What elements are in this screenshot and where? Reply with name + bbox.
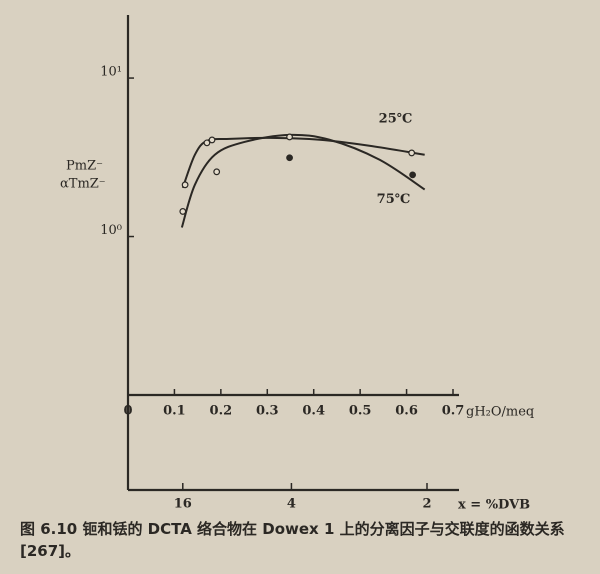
data-point (286, 133, 293, 141)
x2-tick-label: 2 (422, 497, 431, 512)
y-axis-label: PmZ⁻ (66, 159, 103, 174)
x-tick-label: 0.5 (349, 404, 372, 419)
x2-tick-label: 16 (174, 497, 192, 512)
caption-box: 图 6.10 钷和铥的 DCTA 络合物在 Dowex 1 上的分离因子与交联度… (20, 520, 565, 560)
y-axis-label: αTmZ⁻ (60, 177, 106, 192)
x-tick-label: 0.3 (256, 404, 279, 419)
curve (181, 136, 425, 189)
x-tick-label: 0.4 (302, 404, 325, 419)
x-tick-label: 0.6 (395, 404, 418, 419)
data-point (286, 154, 293, 162)
data-point (203, 139, 211, 147)
x-tick-label: 0.7 (442, 404, 465, 419)
x2-axis-label: x = %DVB (458, 498, 530, 513)
data-point (208, 136, 216, 144)
x-tick-label: 0.2 (210, 404, 233, 419)
data-point (213, 168, 221, 176)
x-tick-label: 0.1 (163, 404, 186, 419)
curve-label: 75℃ (377, 192, 411, 207)
data-point (179, 208, 187, 215)
caption: 图 6.10 钷和铥的 DCTA 络合物在 Dowex 1 上的分离因子与交联度… (20, 520, 565, 560)
y-tick-label: 10⁰ (100, 223, 122, 238)
y-tick-label: 10¹ (100, 65, 122, 80)
x-axis-label: gH₂O/meq (466, 405, 534, 420)
curve (180, 133, 426, 228)
x2-tick-label: 4 (287, 497, 296, 512)
curve-label: 25℃ (379, 111, 413, 126)
data-point (181, 181, 189, 189)
data-point (408, 149, 416, 157)
x-tick-label: 0 (123, 404, 132, 419)
data-point (409, 171, 417, 179)
